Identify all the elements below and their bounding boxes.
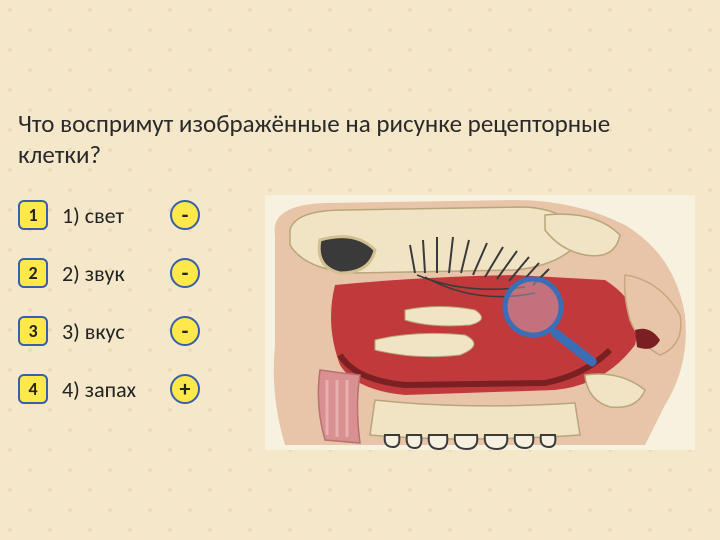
turbinate-2: [405, 307, 481, 326]
result-badge: -: [170, 200, 200, 230]
option-label: 2) звук: [62, 260, 156, 287]
option-label: 1) свет: [62, 202, 156, 229]
hard-palate: [370, 400, 580, 439]
option-number-badge[interactable]: 4: [18, 374, 48, 404]
nasal-cavity-diagram: [265, 195, 695, 450]
question-text: Что воспримут изображённые на рисунке ре…: [18, 108, 688, 171]
option-number-badge[interactable]: 3: [18, 316, 48, 346]
option-row: 3 3) вкус -: [18, 316, 200, 346]
turbinate-1: [375, 333, 474, 356]
pharynx: [318, 370, 360, 443]
teeth: [385, 435, 556, 449]
option-number-badge[interactable]: 2: [18, 258, 48, 288]
result-badge: -: [170, 316, 200, 346]
option-label: 3) вкус: [62, 318, 156, 345]
option-row: 1 1) свет -: [18, 200, 200, 230]
result-badge: +: [170, 374, 200, 404]
option-label: 4) запах: [62, 376, 156, 403]
result-badge: -: [170, 258, 200, 288]
option-row: 2 2) звук -: [18, 258, 200, 288]
option-number-badge[interactable]: 1: [18, 200, 48, 230]
options-list: 1 1) свет - 2 2) звук - 3 3) вкус - 4 4)…: [18, 200, 200, 404]
option-row: 4 4) запах +: [18, 374, 200, 404]
